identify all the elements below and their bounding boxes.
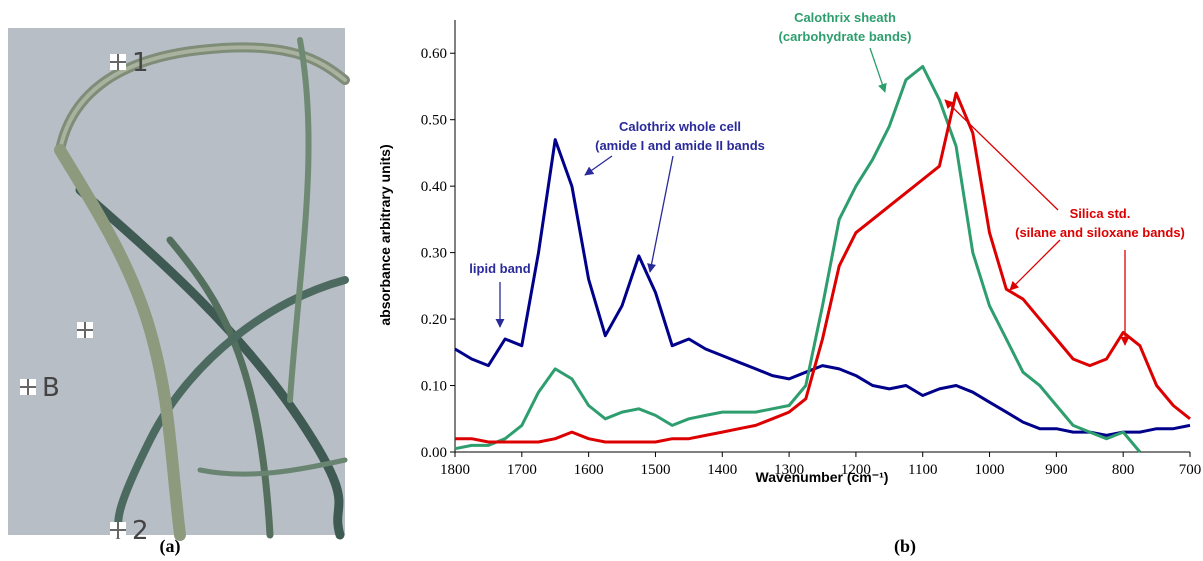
x-tick-label: 1400 xyxy=(707,462,737,478)
annotation-arrow xyxy=(944,99,1059,211)
marker-label: 2 xyxy=(132,516,149,546)
series-line xyxy=(454,65,1142,453)
annotation: (amide I and amide II bands xyxy=(595,138,765,153)
annotation-arrow xyxy=(869,47,887,93)
caption: (a) xyxy=(160,536,181,557)
y-tick-label: 0.10 xyxy=(421,379,447,395)
y-tick-label: 0.50 xyxy=(421,113,447,129)
annotation: (silane and siloxane bands) xyxy=(1015,225,1185,240)
annotation: Calothrix sheath xyxy=(794,10,896,25)
x-tick-label: 1200 xyxy=(841,462,871,478)
y-tick-label: 0.60 xyxy=(421,46,447,62)
x-tick-label: 1500 xyxy=(640,462,670,478)
x-tick-label: 900 xyxy=(1045,462,1068,478)
x-tick-label: 1000 xyxy=(975,462,1005,478)
x-axis-label: Wavenumber (cm⁻¹) xyxy=(756,469,889,485)
photo-markers: 1 B 2 xyxy=(20,48,149,546)
marker-label: B xyxy=(42,373,60,403)
x-tick-label: 1100 xyxy=(908,462,937,478)
annotation: (carbohydrate bands) xyxy=(779,29,912,44)
series-line xyxy=(454,138,1191,437)
x-tick-label: 1800 xyxy=(440,462,470,478)
y-tick-label: 0.20 xyxy=(421,312,447,328)
x-tick-label: 1300 xyxy=(774,462,804,478)
micrograph xyxy=(8,28,350,541)
y-axis-label: absorbance arbitrary units) xyxy=(377,144,393,325)
annotation: lipid band xyxy=(469,261,530,276)
annotation-arrow xyxy=(584,155,613,176)
y-tick-label: 0.00 xyxy=(421,445,447,461)
caption: (b) xyxy=(894,536,916,557)
series-line xyxy=(455,91,1191,444)
y-tick-label: 0.40 xyxy=(421,179,447,195)
x-tick-label: 800 xyxy=(1112,462,1135,478)
y-tick-label: 0.30 xyxy=(421,246,447,262)
x-tick-label: 700 xyxy=(1179,462,1202,478)
x-tick-label: 1700 xyxy=(507,462,537,478)
annotation: Silica std. xyxy=(1070,206,1131,221)
annotation-arrow xyxy=(647,155,674,273)
annotation-arrow xyxy=(1009,239,1061,291)
annotation: Calothrix whole cell xyxy=(619,119,741,134)
x-tick-label: 1600 xyxy=(574,462,604,478)
marker-label: 1 xyxy=(132,48,149,78)
